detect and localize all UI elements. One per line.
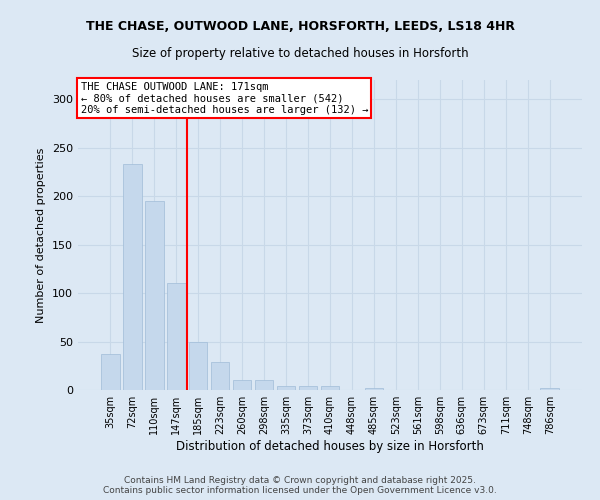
Bar <box>233 380 251 390</box>
Bar <box>189 342 208 390</box>
Bar <box>299 386 317 390</box>
Text: Size of property relative to detached houses in Horsforth: Size of property relative to detached ho… <box>131 48 469 60</box>
Bar <box>541 388 559 390</box>
Bar <box>277 386 295 390</box>
Text: THE CHASE OUTWOOD LANE: 171sqm
← 80% of detached houses are smaller (542)
20% of: THE CHASE OUTWOOD LANE: 171sqm ← 80% of … <box>80 82 368 115</box>
Bar <box>167 284 185 390</box>
Bar <box>320 386 340 390</box>
Bar <box>101 354 119 390</box>
X-axis label: Distribution of detached houses by size in Horsforth: Distribution of detached houses by size … <box>176 440 484 453</box>
Bar <box>365 388 383 390</box>
Bar <box>211 362 229 390</box>
Bar <box>255 380 274 390</box>
Bar <box>145 201 164 390</box>
Text: Contains HM Land Registry data © Crown copyright and database right 2025.
Contai: Contains HM Land Registry data © Crown c… <box>103 476 497 495</box>
Text: THE CHASE, OUTWOOD LANE, HORSFORTH, LEEDS, LS18 4HR: THE CHASE, OUTWOOD LANE, HORSFORTH, LEED… <box>86 20 515 33</box>
Bar <box>123 164 142 390</box>
Y-axis label: Number of detached properties: Number of detached properties <box>37 148 46 322</box>
